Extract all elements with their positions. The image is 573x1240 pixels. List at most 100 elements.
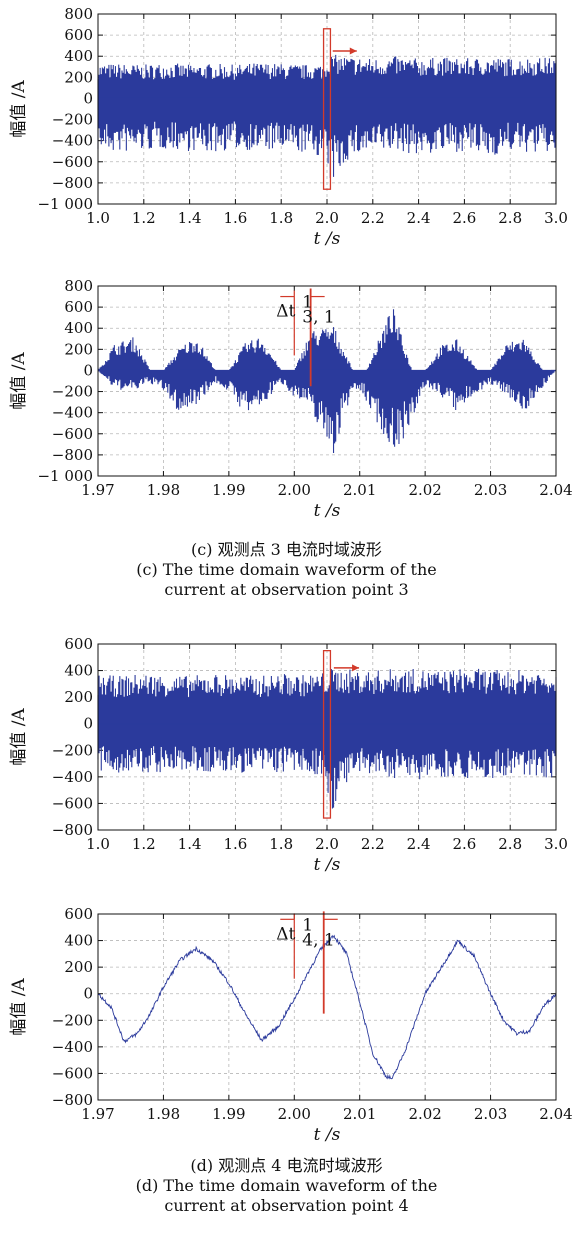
x-tick-label: 1.6 [223, 835, 247, 853]
y-tick-label: −400 [52, 404, 93, 422]
x-axis-label: t /s [314, 855, 341, 875]
y-axis-label: 幅值 /A [9, 708, 29, 766]
delta-t-label: Δt [276, 924, 295, 944]
y-axis-label: 幅值 /A [9, 978, 29, 1036]
shift-arrow-head [352, 664, 360, 672]
plot-frame [97, 913, 557, 1101]
x-tick-label: 1.99 [212, 481, 245, 499]
x-axis-label: t /s [314, 501, 341, 521]
x-tick-label: 2.4 [407, 209, 431, 227]
x-tick-label: 2.6 [452, 835, 476, 853]
x-tick-label: 2.0 [315, 835, 339, 853]
y-axis-label: 幅值 /A [9, 80, 29, 138]
x-tick-label: 1.6 [223, 209, 247, 227]
x-tick-label: 1.99 [212, 1105, 245, 1123]
x-tick-label: 1.8 [269, 209, 293, 227]
y-tick-label: −200 [52, 741, 93, 759]
caption-c-en2: current at observation point 3 [164, 580, 409, 599]
y-tick-label: 0 [83, 89, 93, 107]
chart-c-zoom: 1.97 1.98 1.99 2.00 2.01 2.02 2.03 2.04 800 600 40… [9, 277, 573, 521]
caption-c-en1: (c) The time domain waveform of the [136, 560, 437, 579]
y-tick-label: 200 [64, 958, 93, 976]
delta-t-sup: 1 [302, 293, 313, 313]
y-tick-label: 400 [64, 662, 93, 680]
x-tick-label: 1.2 [132, 835, 156, 853]
x-tick-label: 3.0 [544, 835, 568, 853]
x-tick-label: 1.98 [147, 481, 180, 499]
plot-frame [97, 643, 557, 831]
y-tick-label: 400 [64, 932, 93, 950]
delta-t-label: Δt [276, 302, 295, 322]
x-axis-label: t /s [314, 229, 341, 249]
y-axis-label: 幅值 /A [9, 352, 29, 410]
caption-d-en1: (d) The time domain waveform of the [135, 1176, 438, 1195]
y-tick-label: 200 [64, 68, 93, 86]
caption-c-cn: (c) 观测点 3 电流时域波形 [191, 540, 382, 559]
y-tick-label: −800 [52, 174, 93, 192]
y-tick-label: −200 [52, 383, 93, 401]
delta-t-sub: 3, 1 [302, 308, 334, 328]
y-tick-label: 400 [64, 47, 93, 65]
series-waveform [98, 309, 556, 453]
y-tick-label: 600 [64, 635, 93, 653]
y-tick-label: 600 [64, 26, 93, 44]
caption-d: (d) 观测点 4 电流时域波形 (d) The time domain wav… [0, 1156, 573, 1216]
x-tick-label: 1.0 [86, 209, 110, 227]
x-tick-label: 2.2 [361, 209, 385, 227]
y-tick-label: −600 [52, 425, 93, 443]
x-tick-label: 1.97 [81, 481, 114, 499]
x-tick-label: 2.8 [498, 835, 522, 853]
y-tick-label: −400 [52, 132, 93, 150]
x-tick-label: 3.0 [544, 209, 568, 227]
highlight-box [322, 649, 332, 819]
y-tick-label: −600 [52, 1064, 93, 1082]
y-tick-label: 0 [83, 985, 93, 1003]
x-tick-label: 2.01 [343, 1105, 376, 1123]
x-tick-label: 2.02 [408, 1105, 441, 1123]
x-tick-label: 2.8 [498, 209, 522, 227]
x-tick-label: 1.4 [178, 209, 202, 227]
x-tick-label: 1.4 [178, 835, 202, 853]
x-tick-label: 2.0 [315, 209, 339, 227]
caption-c: (c) 观测点 3 电流时域波形 (c) The time domain wav… [0, 540, 573, 600]
y-tick-label: −600 [52, 794, 93, 812]
plot-frame [97, 285, 557, 477]
caption-d-en2: current at observation point 4 [164, 1196, 409, 1215]
x-tick-label: 1.2 [132, 209, 156, 227]
y-tick-label: −800 [52, 1091, 93, 1109]
y-tick-label: 200 [64, 688, 93, 706]
x-tick-label: 2.00 [278, 481, 311, 499]
delta-t-sup: 1 [302, 915, 313, 935]
y-tick-label: 800 [64, 5, 93, 23]
y-tick-label: 800 [64, 277, 93, 295]
y-tick-label: 600 [64, 905, 93, 923]
x-tick-label: 2.03 [474, 481, 507, 499]
chart-d-overview: 1.0 1.2 1.4 1.6 1.8 2.0 2.2 2.4 2.6 2.8 3.0 600 400 2… [9, 635, 568, 875]
chart-d-zoom: 1.97 1.98 1.99 2.00 2.01 2.02 2.03 2.04 600 400 20… [9, 905, 573, 1145]
x-tick-label: 2.6 [452, 209, 476, 227]
x-tick-label: 2.02 [408, 481, 441, 499]
chart-c-overview: 1.0 1.2 1.4 1.6 1.8 2.0 2.2 2.4 2.6 2.8 3.0 800 600 4… [9, 5, 568, 249]
y-tick-label: −400 [52, 1038, 93, 1056]
y-tick-label: 0 [83, 361, 93, 379]
y-tick-label: −600 [52, 153, 93, 171]
y-tick-label: −800 [52, 446, 93, 464]
y-tick-label: −800 [52, 821, 93, 839]
y-tick-label: 400 [64, 319, 93, 337]
delta-t-sub: 4, 1 [302, 930, 334, 950]
y-tick-label: 200 [64, 340, 93, 358]
x-axis-label: t /s [314, 1125, 341, 1145]
x-tick-label: 2.4 [407, 835, 431, 853]
x-tick-label: 2.01 [343, 481, 376, 499]
x-tick-label: 2.04 [539, 1105, 572, 1123]
x-tick-label: 2.03 [474, 1105, 507, 1123]
x-tick-label: 1.8 [269, 835, 293, 853]
highlight-box [322, 28, 332, 190]
caption-d-cn: (d) 观测点 4 电流时域波形 [190, 1156, 383, 1175]
series-line [97, 934, 557, 1080]
y-tick-label: 600 [64, 298, 93, 316]
shift-arrow-head [349, 47, 357, 55]
y-tick-label: −200 [52, 1011, 93, 1029]
x-tick-label: 2.2 [361, 835, 385, 853]
x-tick-label: 1.0 [86, 835, 110, 853]
